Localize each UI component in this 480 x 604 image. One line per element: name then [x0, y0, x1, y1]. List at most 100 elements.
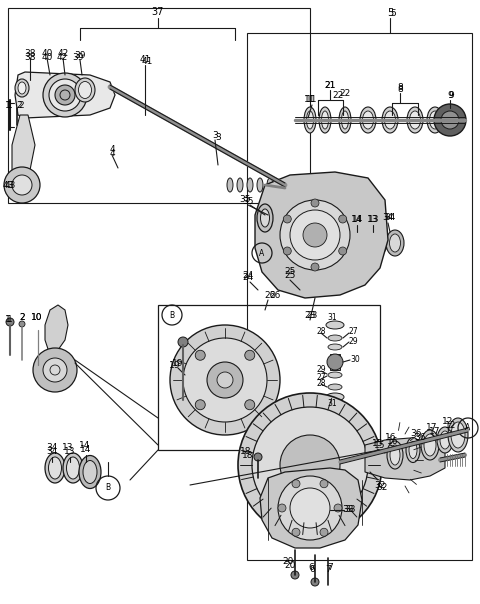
Text: 32: 32	[374, 481, 386, 489]
Circle shape	[238, 393, 382, 537]
Circle shape	[291, 571, 299, 579]
Ellipse shape	[409, 111, 420, 129]
Ellipse shape	[409, 442, 417, 458]
Circle shape	[43, 73, 87, 117]
Circle shape	[303, 223, 327, 247]
Text: A: A	[466, 423, 470, 432]
Text: 17: 17	[426, 423, 438, 432]
Text: 14: 14	[352, 216, 364, 225]
Text: 3: 3	[215, 132, 221, 141]
Circle shape	[55, 85, 75, 105]
Text: 6: 6	[308, 564, 314, 573]
Text: 5: 5	[387, 8, 393, 18]
Ellipse shape	[362, 111, 373, 129]
Ellipse shape	[384, 111, 396, 129]
Text: 2: 2	[18, 101, 24, 111]
Circle shape	[339, 247, 347, 255]
Text: 20: 20	[284, 561, 296, 570]
Circle shape	[33, 348, 77, 392]
Circle shape	[49, 79, 81, 111]
Text: 42: 42	[56, 53, 68, 62]
Text: 39: 39	[74, 51, 86, 60]
Ellipse shape	[386, 230, 404, 256]
Ellipse shape	[304, 107, 316, 133]
Ellipse shape	[67, 457, 80, 479]
Circle shape	[292, 528, 300, 536]
Text: 15: 15	[372, 439, 384, 448]
Ellipse shape	[387, 441, 403, 469]
Text: 4: 4	[109, 149, 115, 158]
Polygon shape	[45, 305, 68, 355]
Bar	[330, 354, 340, 370]
Circle shape	[278, 476, 342, 540]
Text: 10: 10	[31, 313, 43, 323]
Polygon shape	[260, 468, 362, 548]
Text: 1: 1	[5, 100, 11, 109]
Ellipse shape	[440, 431, 450, 449]
Text: 22: 22	[339, 89, 350, 97]
Text: 2: 2	[16, 100, 22, 109]
Text: 14: 14	[351, 216, 363, 225]
Circle shape	[4, 167, 40, 203]
Circle shape	[43, 358, 67, 382]
Circle shape	[245, 400, 255, 410]
Ellipse shape	[368, 225, 388, 255]
Text: 4: 4	[109, 146, 115, 155]
Circle shape	[278, 504, 286, 512]
Circle shape	[280, 200, 350, 270]
Ellipse shape	[257, 204, 273, 232]
Text: 2: 2	[19, 313, 25, 323]
Text: 26: 26	[264, 291, 276, 300]
Text: 39: 39	[72, 54, 84, 62]
Text: 32: 32	[376, 483, 388, 492]
Text: 13: 13	[367, 216, 379, 225]
Text: 21: 21	[324, 82, 336, 91]
Circle shape	[207, 362, 243, 398]
Polygon shape	[365, 438, 445, 480]
Bar	[8, 8, 310, 203]
Text: 13: 13	[64, 448, 76, 457]
Circle shape	[183, 338, 267, 422]
Text: 25: 25	[284, 271, 296, 280]
Text: 5: 5	[390, 10, 396, 19]
Ellipse shape	[326, 321, 344, 329]
Text: 11: 11	[306, 95, 318, 104]
Text: 7: 7	[325, 565, 331, 574]
Text: 33: 33	[342, 506, 354, 515]
Text: 41: 41	[139, 56, 151, 65]
Circle shape	[6, 318, 14, 326]
Circle shape	[178, 337, 188, 347]
Text: 40: 40	[41, 53, 53, 62]
Ellipse shape	[407, 107, 423, 133]
Text: 43: 43	[4, 181, 16, 190]
Circle shape	[311, 199, 319, 207]
Ellipse shape	[406, 437, 420, 463]
Ellipse shape	[360, 107, 376, 133]
Text: 3: 3	[212, 130, 218, 140]
Ellipse shape	[350, 225, 370, 255]
Circle shape	[195, 400, 205, 410]
Ellipse shape	[267, 178, 273, 192]
Ellipse shape	[319, 107, 331, 133]
Ellipse shape	[247, 178, 253, 192]
Text: 34: 34	[382, 213, 394, 222]
Text: 38: 38	[24, 48, 36, 57]
Text: 12: 12	[445, 422, 456, 431]
Ellipse shape	[322, 111, 328, 129]
Text: 31: 31	[327, 399, 337, 408]
Text: 28: 28	[316, 379, 326, 388]
Ellipse shape	[448, 418, 468, 452]
Text: 1: 1	[5, 315, 11, 324]
Ellipse shape	[83, 460, 97, 483]
Ellipse shape	[15, 79, 29, 97]
Text: 6: 6	[309, 565, 315, 574]
Polygon shape	[255, 172, 388, 298]
Circle shape	[254, 453, 262, 461]
Circle shape	[217, 372, 233, 388]
Circle shape	[441, 111, 459, 129]
Text: 16: 16	[385, 434, 397, 443]
Text: 19: 19	[172, 359, 184, 367]
Circle shape	[170, 325, 280, 435]
Circle shape	[320, 480, 328, 488]
Circle shape	[320, 528, 328, 536]
